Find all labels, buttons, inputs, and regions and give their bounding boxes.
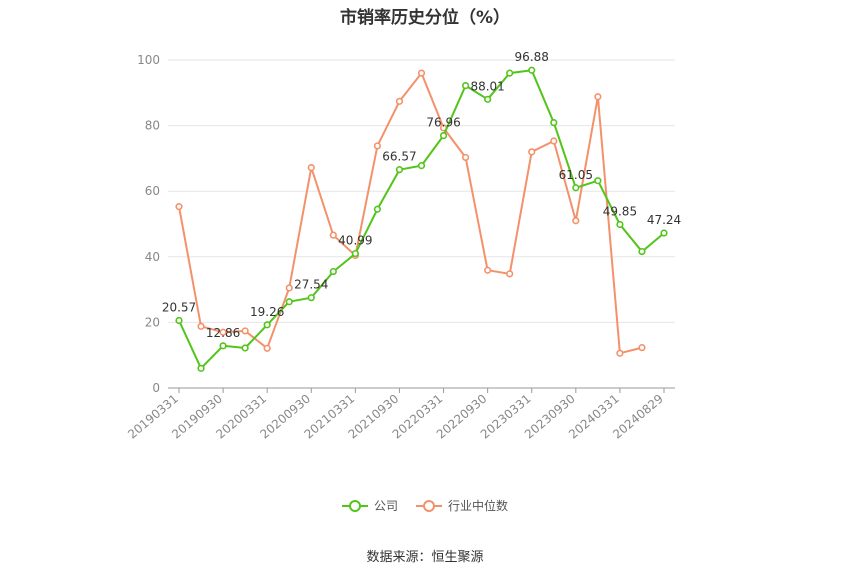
data-point-industry — [550, 137, 558, 145]
data-label: 27.54 — [294, 278, 328, 292]
data-point-company — [175, 316, 183, 325]
data-point-company — [594, 177, 602, 185]
data-point-company — [550, 119, 558, 127]
data-labels: 20.57 12.86 19.26 27.54 40.99 66.57 76.96 88.01… — [162, 50, 681, 340]
series-line-industry — [178, 72, 643, 355]
data-label: 40.99 — [338, 234, 372, 248]
data-point-company — [395, 166, 404, 174]
data-point-company — [417, 162, 426, 170]
data-point-company — [307, 294, 315, 302]
data-point-industry — [638, 344, 646, 352]
source-text: 数据来源：恒生聚源 — [366, 550, 484, 565]
data-point-industry — [484, 266, 492, 274]
y-tick-label: 80 — [145, 119, 160, 133]
legend-item-company[interactable]: 公司 — [341, 497, 398, 514]
data-point-company — [329, 267, 337, 276]
legend-company-marker-icon — [341, 499, 368, 512]
series-layer — [175, 66, 668, 372]
data-point-company — [484, 95, 492, 103]
legend: 公司 行业中位数 — [0, 497, 850, 514]
data-point-industry — [528, 148, 536, 156]
series-line-company — [178, 69, 665, 370]
data-point-company — [528, 66, 536, 74]
data-point-industry — [594, 93, 602, 101]
data-point-industry — [395, 97, 404, 105]
data-point-company — [351, 249, 359, 258]
data-point-company — [638, 247, 646, 256]
grid-lines — [168, 59, 675, 323]
data-label: 88.01 — [470, 79, 504, 93]
data-point-industry — [616, 349, 624, 357]
data-point-company — [285, 298, 293, 306]
legend-item-industry[interactable]: 行业中位数 — [416, 497, 508, 514]
axes: 0204060801002019033120190930202003312020… — [125, 53, 675, 442]
data-point-company — [506, 69, 514, 77]
data-point-industry — [417, 69, 426, 77]
data-point-industry — [285, 284, 293, 292]
data-label: 66.57 — [382, 150, 416, 164]
data-point-industry — [506, 270, 514, 278]
data-point-industry — [175, 203, 183, 211]
data-label: 19.26 — [250, 305, 284, 319]
data-label: 12.86 — [206, 326, 240, 340]
data-point-company — [263, 321, 271, 329]
chart-title: 市销率历史分位（%） — [339, 8, 511, 28]
y-tick-label: 100 — [137, 53, 160, 67]
y-tick-label: 20 — [145, 315, 160, 329]
data-point-company — [616, 220, 624, 229]
data-point-company — [461, 81, 470, 90]
legend-industry-label: 行业中位数 — [448, 499, 509, 513]
data-label: 96.88 — [515, 50, 549, 64]
data-point-company — [219, 342, 227, 350]
data-point-industry — [307, 163, 315, 172]
data-label: 20.57 — [162, 301, 196, 315]
legend-industry-marker-icon — [416, 499, 442, 512]
data-point-company — [439, 131, 448, 140]
y-tick-label: 0 — [152, 381, 160, 395]
data-point-industry — [329, 231, 337, 239]
y-tick-label: 40 — [145, 250, 160, 264]
data-point-industry — [263, 344, 271, 352]
legend-company-label: 公司 — [373, 499, 398, 513]
data-label: 47.24 — [647, 213, 681, 227]
data-point-company — [572, 184, 580, 192]
data-point-industry — [461, 153, 470, 162]
data-label: 61.05 — [559, 168, 593, 182]
data-point-industry — [572, 217, 580, 225]
data-point-company — [660, 229, 668, 237]
data-point-industry — [241, 327, 249, 335]
y-tick-label: 60 — [145, 184, 160, 198]
data-point-company — [241, 344, 249, 352]
data-point-industry — [197, 322, 205, 330]
data-label: 49.85 — [603, 204, 637, 218]
data-point-industry — [219, 328, 227, 336]
data-point-industry — [373, 142, 382, 150]
data-point-company — [373, 205, 382, 213]
data-label: 76.96 — [426, 116, 460, 130]
data-point-company — [197, 364, 205, 372]
